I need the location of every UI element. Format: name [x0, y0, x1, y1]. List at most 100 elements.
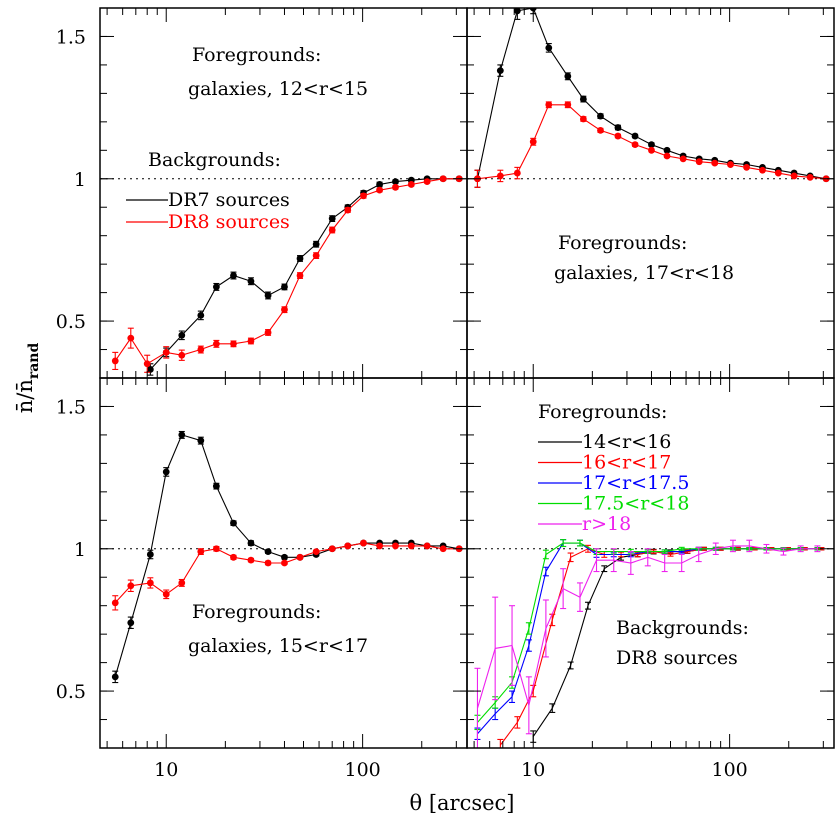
- bl-point-dr8-sources: [376, 542, 383, 550]
- bl-point-dr8-sources: [146, 579, 154, 587]
- tr-point-dr7-sources: [564, 72, 572, 80]
- tl-point-dr8-sources: [360, 192, 367, 200]
- tl-point-dr8-sources: [212, 340, 220, 348]
- tr-point-dr7-sources: [579, 95, 587, 103]
- bl-point-dr8-sources: [162, 590, 170, 598]
- tr-point-dr7-sources: [631, 132, 639, 140]
- tr-point-dr8-sources: [743, 163, 750, 171]
- bl-point-dr8-sources: [423, 542, 431, 550]
- tr-frame: [466, 7, 835, 379]
- tl-point-dr8-sources: [143, 360, 151, 368]
- x-axis-label: θ [arcsec]: [410, 791, 515, 815]
- tl-point-dr8-sources: [247, 337, 255, 345]
- tr-annotation-line2: galaxies, 17<r<18: [554, 262, 734, 284]
- tl-point-dr7-sources: [212, 283, 220, 291]
- bl-point-dr8-sources: [328, 545, 336, 553]
- tr-point-dr8-sources: [695, 158, 703, 166]
- tl-point-dr7-sources: [296, 255, 304, 262]
- bl-point-dr7-sources: [197, 437, 205, 445]
- y-axis-label: n̄/n̄rand: [13, 343, 42, 414]
- tl-point-dr7-sources: [197, 311, 205, 319]
- tl-annotation-line2: galaxies, 12<r<15: [188, 78, 368, 100]
- x-tick-label: 10: [154, 759, 178, 781]
- tr-point-dr8-sources: [648, 146, 655, 154]
- bl-point-dr7-sources: [162, 468, 170, 476]
- tl-point-dr7-sources: [264, 292, 272, 299]
- bl-point-dr7-sources: [264, 548, 272, 556]
- tl-point-dr8-sources: [312, 252, 320, 260]
- tl-point-dr8-sources: [230, 340, 237, 348]
- bl-point-dr8-sources: [127, 582, 135, 590]
- br-plot-area: [474, 539, 825, 748]
- tr-point-dr7-sources: [513, 8, 521, 15]
- tl-point-dr8-sources: [281, 306, 288, 314]
- tr-point-dr8-sources: [806, 173, 814, 181]
- br-legend-label-17-5-r-18: 17.5<r<18: [582, 493, 689, 515]
- bl-series-line-dr8-sources: [114, 542, 460, 604]
- tr-point-dr8-sources: [513, 169, 521, 177]
- bl-point-dr8-sources: [312, 548, 320, 556]
- br-legend-label-16-r-17: 16<r<17: [582, 452, 671, 474]
- bl-point-dr8-sources: [407, 542, 415, 550]
- tl-point-dr8-sources: [197, 346, 205, 353]
- tl-plot-area: [111, 175, 463, 376]
- tr-point-dr8-sources: [597, 126, 604, 134]
- tl-point-dr8-sources: [296, 272, 304, 279]
- tr-point-dr7-sources: [663, 146, 671, 154]
- tl-annotation-line1: Foregrounds:: [192, 44, 321, 66]
- tl-legend-label-dr7: DR7 sources: [168, 189, 290, 211]
- bl-point-dr8-sources: [111, 599, 119, 607]
- tl-point-dr8-sources: [127, 334, 135, 342]
- tr-series-line-dr8-sources: [477, 104, 827, 180]
- tl-point-dr7-sources: [146, 366, 154, 373]
- tl-legend-label-dr8: DR8 sources: [168, 211, 290, 233]
- br-legend-title: Foregrounds:: [538, 401, 667, 423]
- tl-point-dr7-sources: [312, 240, 320, 248]
- tr-point-dr8-sources: [711, 159, 719, 167]
- tl-point-dr8-sources: [111, 357, 119, 365]
- tr-point-dr8-sources: [631, 141, 639, 149]
- tl-point-dr7-sources: [328, 215, 336, 223]
- tl-point-dr8-sources: [162, 348, 170, 356]
- tr-point-dr8-sources: [774, 169, 782, 177]
- tl-point-dr7-sources: [376, 181, 383, 188]
- y-tick-label: 1: [74, 539, 86, 561]
- tl-point-dr7-sources: [247, 277, 255, 285]
- bl-point-dr8-sources: [360, 539, 367, 547]
- tl-point-dr7-sources: [281, 283, 288, 291]
- bl-point-dr7-sources: [178, 431, 186, 439]
- bl-point-dr7-sources: [247, 539, 255, 547]
- y-axis-label-sub: rand: [26, 343, 42, 380]
- br-series-line-14-r-16: [532, 548, 822, 737]
- br-frame: [466, 377, 835, 749]
- tl-point-dr8-sources: [407, 181, 415, 188]
- tr-annotation-line1: Foregrounds:: [558, 232, 687, 254]
- tl-point-dr7-sources: [178, 331, 186, 339]
- tl-point-dr8-sources: [439, 175, 447, 183]
- bl-point-dr7-sources: [111, 673, 119, 681]
- tr-point-dr8-sources: [614, 132, 622, 140]
- tr-point-dr8-sources: [790, 172, 798, 180]
- bl-point-dr8-sources: [281, 559, 288, 567]
- y-tick-label: 1.5: [56, 26, 86, 48]
- y-tick-label: 1: [74, 169, 86, 191]
- tl-point-dr8-sources: [328, 226, 336, 234]
- br-annotation-line1: Backgrounds:: [616, 617, 749, 639]
- tr-point-dr8-sources: [545, 101, 553, 109]
- tr-point-dr8-sources: [496, 172, 504, 180]
- tl-point-dr8-sources: [264, 329, 272, 336]
- tl-legend-title: Backgrounds:: [148, 149, 281, 171]
- tl-point-dr7-sources: [392, 178, 399, 186]
- tr-point-dr8-sources: [759, 166, 766, 174]
- br-legend-label-17-r-17-5: 17<r<17.5: [582, 472, 689, 494]
- bl-point-dr8-sources: [212, 545, 220, 553]
- tl-point-dr7-sources: [230, 272, 237, 279]
- tr-point-dr8-sources: [663, 152, 671, 160]
- tl-point-dr8-sources: [178, 351, 186, 359]
- bl-point-dr8-sources: [439, 545, 447, 553]
- bl-point-dr8-sources: [344, 542, 352, 550]
- tl-point-dr8-sources: [376, 186, 383, 194]
- bl-point-dr7-sources: [146, 551, 154, 558]
- x-tick-label: 10: [521, 759, 545, 781]
